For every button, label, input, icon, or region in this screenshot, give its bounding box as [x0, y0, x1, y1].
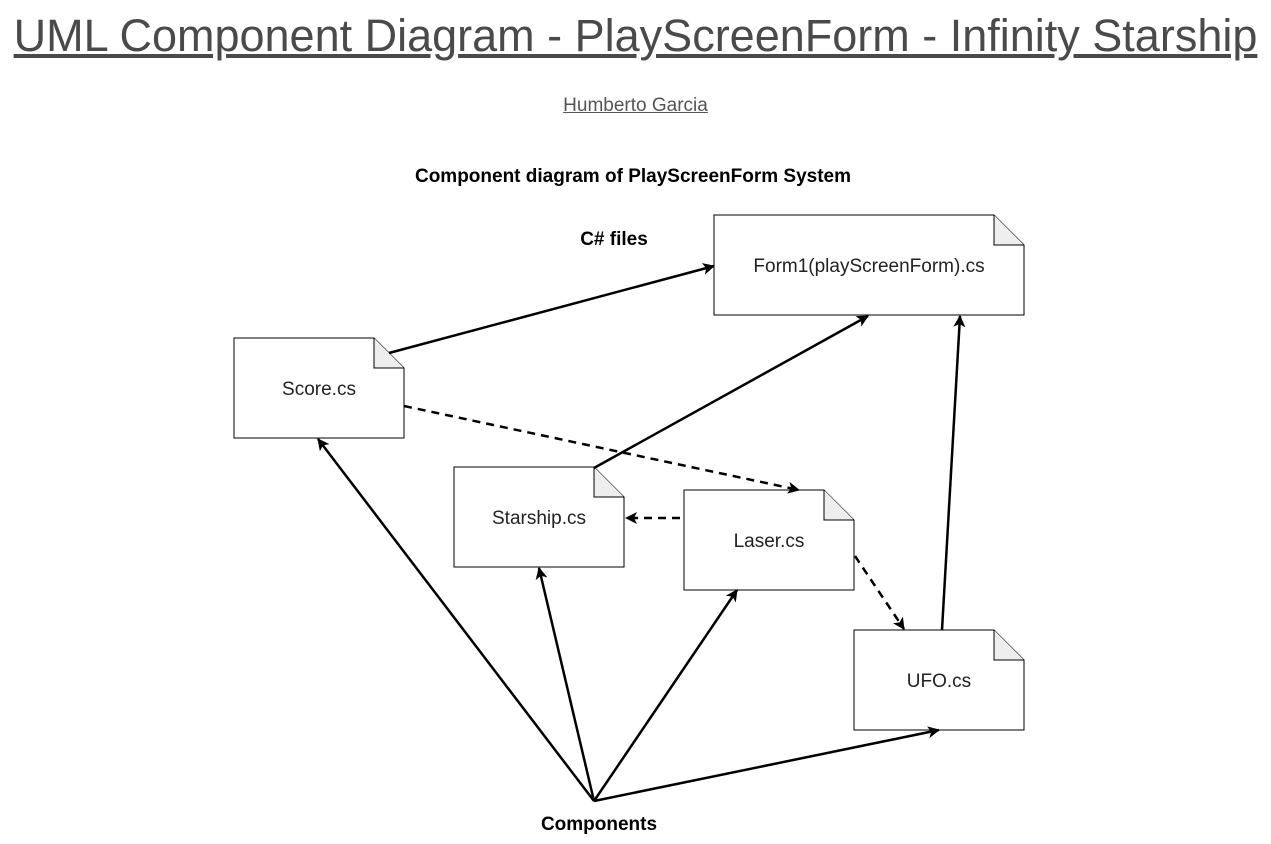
edge-score-to-laser	[403, 404, 800, 494]
note-shape	[713, 214, 1025, 316]
node-label: Laser.cs	[734, 531, 805, 552]
note-fold	[993, 215, 1024, 246]
group-label: C# files	[580, 229, 648, 250]
edge-components-to-ufo	[593, 726, 940, 803]
note-fold	[823, 490, 854, 521]
edge-components-to-score	[317, 438, 595, 802]
author-link[interactable]: Humberto Garcia	[563, 95, 708, 116]
edge-starship-to-form1	[593, 314, 869, 470]
page-title[interactable]: UML Component Diagram - PlayScreenForm -…	[13, 10, 1258, 61]
note-shape	[853, 629, 1025, 731]
note-shape	[233, 337, 405, 439]
edge-components-to-starship	[535, 567, 596, 802]
note-shape	[453, 466, 625, 568]
edge-components-to-laser	[592, 589, 739, 802]
node-label: Starship.cs	[492, 508, 586, 529]
note-fold	[593, 467, 624, 498]
node-form1[interactable]: Form1(playScreenForm).cs	[713, 214, 1025, 316]
note-shape	[683, 489, 855, 591]
node-label: UFO.cs	[907, 671, 971, 692]
edge-ufo-to-form1	[940, 315, 966, 631]
node-ufo[interactable]: UFO.cs	[853, 629, 1025, 731]
node-score[interactable]: Score.cs	[233, 337, 405, 439]
node-starship[interactable]: Starship.cs	[453, 466, 625, 568]
edge-score-to-form1	[388, 263, 715, 355]
edge-laser-to-ufo	[853, 555, 906, 630]
note-fold	[993, 630, 1024, 661]
components-label: Components	[541, 814, 657, 835]
diagram-caption: Component diagram of PlayScreenForm Syst…	[415, 166, 851, 187]
node-label: Form1(playScreenForm).cs	[753, 256, 984, 277]
node-laser[interactable]: Laser.cs	[683, 489, 855, 591]
node-label: Score.cs	[282, 379, 356, 400]
